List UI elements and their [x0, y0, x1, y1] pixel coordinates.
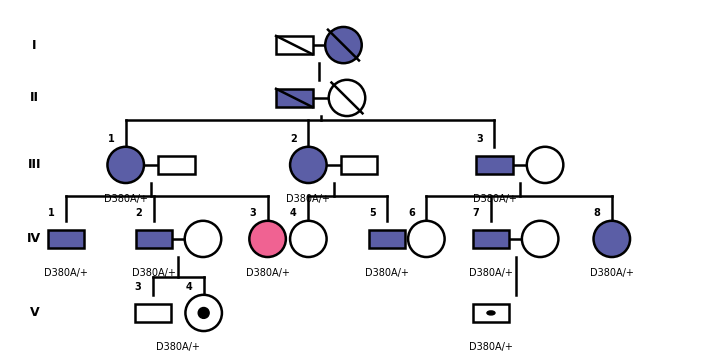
Bar: [476, 156, 513, 174]
Bar: [369, 230, 405, 248]
Text: III: III: [28, 158, 41, 171]
Bar: [473, 230, 509, 248]
Text: 8: 8: [593, 208, 600, 218]
Text: D380A/+: D380A/+: [156, 342, 200, 352]
Text: D380A/+: D380A/+: [104, 194, 148, 204]
Ellipse shape: [108, 147, 144, 183]
Text: D380A/+: D380A/+: [132, 268, 176, 277]
Text: 3: 3: [249, 208, 256, 218]
Text: D380A/+: D380A/+: [287, 194, 330, 204]
Bar: [47, 230, 84, 248]
Text: 2: 2: [135, 208, 142, 218]
Text: I: I: [32, 39, 37, 52]
Ellipse shape: [290, 221, 326, 257]
Ellipse shape: [185, 295, 222, 331]
Text: 5: 5: [369, 208, 375, 218]
Text: 1: 1: [108, 134, 114, 144]
Text: 2: 2: [290, 134, 297, 144]
Text: D380A/+: D380A/+: [469, 342, 513, 352]
Bar: [158, 156, 195, 174]
Circle shape: [487, 311, 495, 315]
Bar: [341, 156, 377, 174]
Bar: [135, 304, 171, 322]
Text: D380A/+: D380A/+: [472, 194, 516, 204]
Ellipse shape: [593, 221, 630, 257]
Text: 6: 6: [408, 208, 415, 218]
Text: 7: 7: [473, 208, 479, 218]
Text: V: V: [30, 306, 39, 319]
Ellipse shape: [290, 147, 326, 183]
Bar: [276, 89, 312, 107]
Bar: [473, 304, 509, 322]
Text: D380A/+: D380A/+: [246, 268, 290, 277]
Bar: [135, 230, 172, 248]
Text: 3: 3: [135, 282, 142, 292]
Text: IV: IV: [28, 232, 42, 246]
Text: D380A/+: D380A/+: [365, 268, 409, 277]
Ellipse shape: [522, 221, 559, 257]
Ellipse shape: [329, 80, 365, 116]
Text: D380A/+: D380A/+: [44, 268, 88, 277]
Text: 1: 1: [47, 208, 55, 218]
Ellipse shape: [185, 221, 221, 257]
Text: 4: 4: [290, 208, 297, 218]
Text: 3: 3: [476, 134, 483, 144]
Bar: [276, 36, 312, 54]
Ellipse shape: [249, 221, 286, 257]
Ellipse shape: [325, 27, 362, 63]
Ellipse shape: [527, 147, 564, 183]
Text: II: II: [30, 91, 39, 105]
Text: 4: 4: [185, 282, 192, 292]
Text: D380A/+: D380A/+: [469, 268, 513, 277]
Text: D380A/+: D380A/+: [590, 268, 634, 277]
Ellipse shape: [408, 221, 445, 257]
Ellipse shape: [198, 308, 209, 318]
